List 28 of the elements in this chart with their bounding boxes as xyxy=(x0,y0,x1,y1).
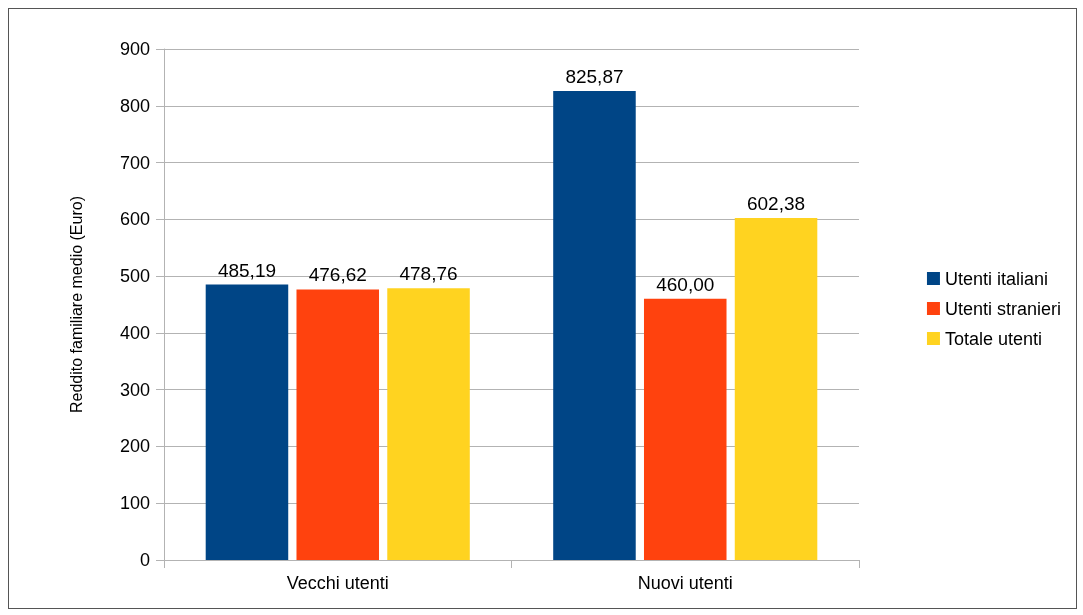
y-tick-label: 800 xyxy=(119,95,150,116)
y-tick-label: 400 xyxy=(119,322,150,343)
bar xyxy=(296,289,380,560)
y-tick-label: 200 xyxy=(119,436,150,457)
legend-label: Totale utenti xyxy=(944,328,1043,349)
bar xyxy=(205,284,289,560)
data-label: 602,38 xyxy=(746,192,806,214)
bar xyxy=(387,288,470,560)
legend-label: Utenti italiani xyxy=(944,268,1049,289)
y-tick-label: 0 xyxy=(139,550,150,570)
y-tick-label: 900 xyxy=(119,39,150,59)
y-tick-label: 300 xyxy=(119,379,150,400)
data-label: 460,00 xyxy=(656,273,715,295)
y-tick-label: 700 xyxy=(119,152,150,173)
data-label: 825,87 xyxy=(565,66,624,88)
data-label: 485,19 xyxy=(217,259,277,281)
y-tick-label: 600 xyxy=(119,209,150,230)
bar xyxy=(734,217,818,560)
x-tick-label: Nuovi utenti xyxy=(637,573,733,593)
y-axis-title: Reddito familiare medio (Euro) xyxy=(67,196,85,413)
y-tick-label: 500 xyxy=(119,266,150,287)
x-tick-label: Vecchi utenti xyxy=(286,573,389,593)
bar xyxy=(643,298,727,560)
bar xyxy=(553,91,636,560)
y-tick-label: 100 xyxy=(119,493,150,514)
data-label: 478,76 xyxy=(399,263,458,285)
legend-label: Utenti stranieri xyxy=(944,298,1061,319)
data-label: 476,62 xyxy=(308,264,367,286)
